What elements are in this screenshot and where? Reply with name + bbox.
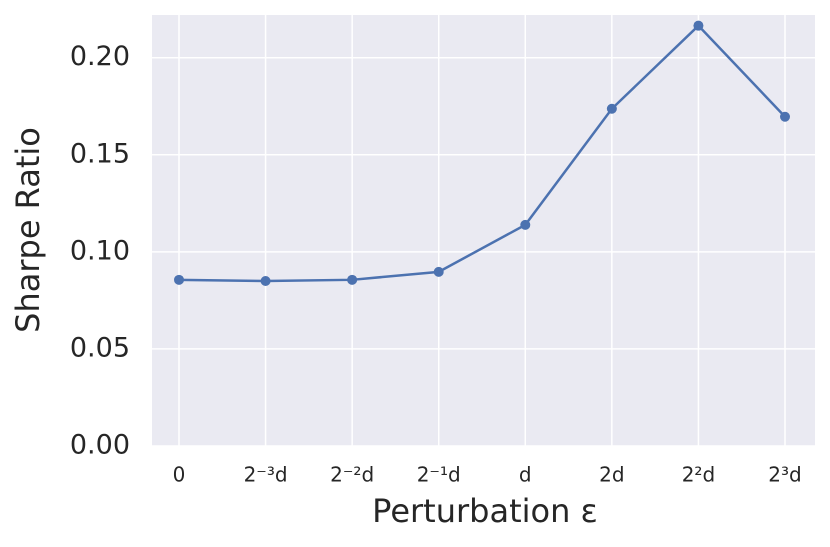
marker	[347, 274, 358, 285]
y-axis-label: Sharpe Ratio	[9, 127, 47, 333]
x-tick-label: 2⁻²d	[330, 463, 374, 487]
y-tick-label: 0.00	[70, 430, 130, 461]
line	[178, 23, 786, 283]
y-tick-label: 0.15	[70, 138, 130, 169]
marker	[606, 103, 617, 114]
marker	[693, 20, 704, 31]
x-tick-label: 0	[173, 463, 186, 487]
marker	[520, 219, 531, 230]
x-tick-label: 2³d	[768, 463, 801, 487]
marker	[433, 266, 444, 277]
x-tick-label: 2d	[599, 463, 624, 487]
x-tick-label: d	[519, 463, 532, 487]
x-tick-label: 2⁻³d	[244, 463, 288, 487]
marker	[260, 275, 271, 286]
y-tick-label: 0.05	[70, 332, 130, 363]
marker	[174, 274, 184, 285]
y-tick-label: 0.10	[70, 235, 130, 266]
marker	[780, 111, 790, 122]
y-tick-label: 0.20	[70, 41, 130, 72]
x-tick-label: 2²d	[682, 463, 715, 487]
plot-area	[152, 15, 815, 446]
x-tick-label: 2⁻¹d	[417, 463, 461, 487]
x-axis-label: Perturbation ε	[372, 492, 598, 530]
